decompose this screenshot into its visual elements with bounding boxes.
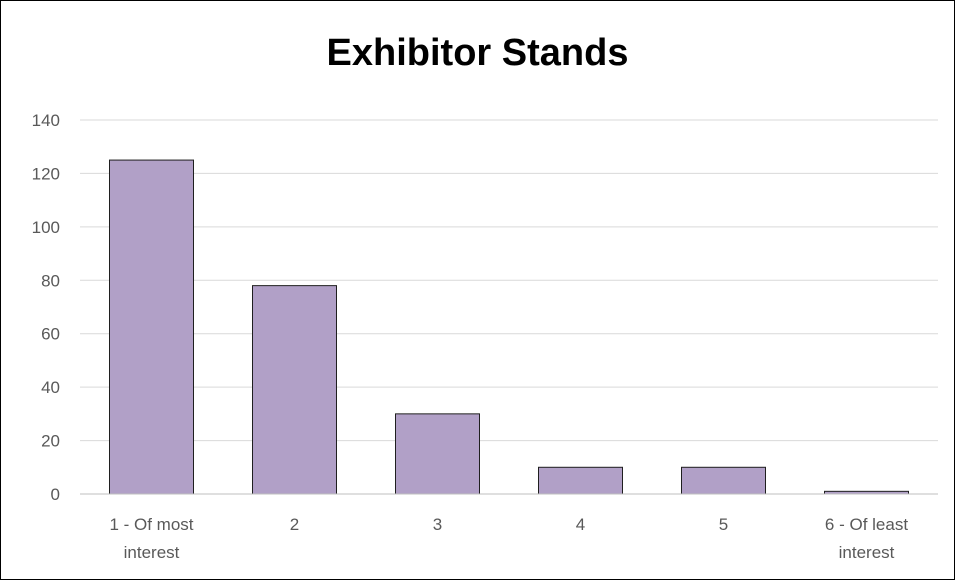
x-tick-label: 3	[433, 515, 442, 534]
bar	[252, 285, 337, 495]
x-tick-label: 4	[576, 515, 585, 534]
bar	[538, 466, 623, 495]
chart-title: Exhibitor Stands	[326, 32, 629, 74]
y-tick-label: 140	[32, 111, 60, 130]
y-tick-label: 40	[41, 378, 60, 397]
x-tick-label: 1 - Of most	[109, 515, 193, 534]
x-tick-label: interest	[124, 543, 180, 562]
y-tick-label: 120	[32, 164, 60, 183]
bar	[681, 466, 766, 495]
bar	[395, 413, 480, 495]
x-tick-label: 6 - Of least	[825, 515, 908, 534]
y-tick-label: 20	[41, 432, 60, 451]
y-tick-label: 100	[32, 218, 60, 237]
y-tick-label: 60	[41, 325, 60, 344]
bar	[109, 159, 194, 495]
y-tick-label: 0	[51, 485, 60, 504]
x-tick-label: 2	[290, 515, 299, 534]
y-tick-label: 80	[41, 271, 60, 290]
x-tick-label: 5	[719, 515, 728, 534]
x-tick-label: interest	[839, 543, 895, 562]
